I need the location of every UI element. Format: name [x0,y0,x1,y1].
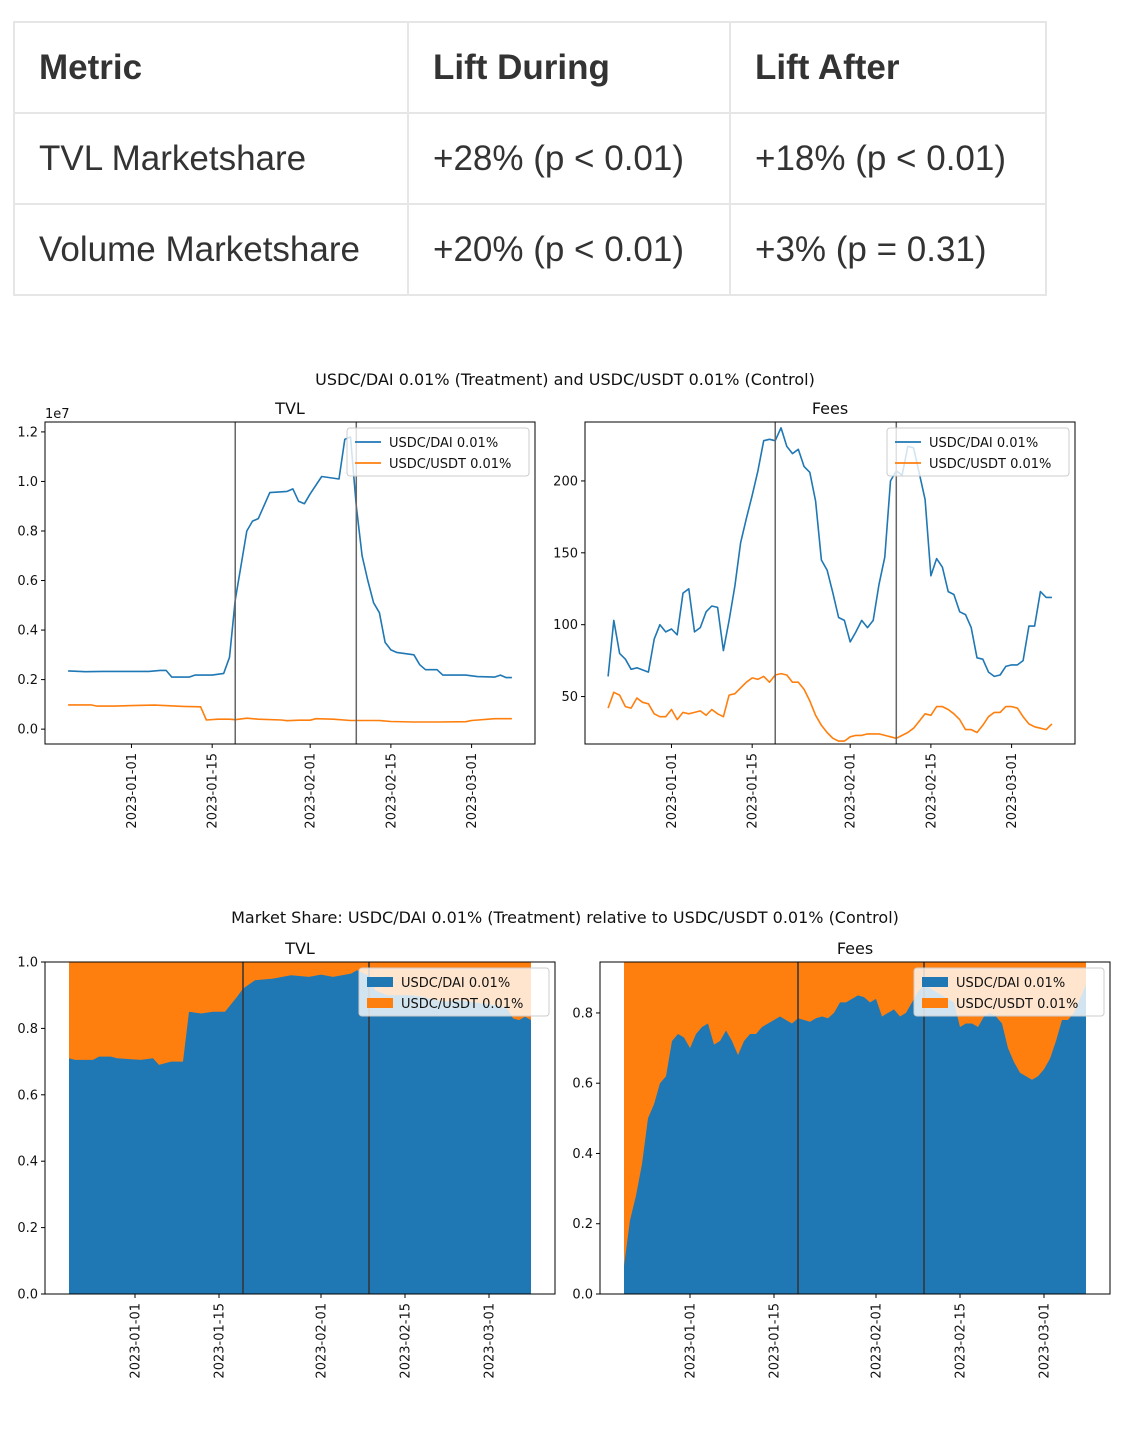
y-tick-label: 0.0 [17,1288,38,1303]
plot-area [624,962,1086,1294]
axes-frame [44,961,556,1295]
table-cell: +20% (p < 0.01) [407,203,731,296]
legend-label: USDC/USDT 0.01% [401,997,523,1012]
x-tick-label: 2023-02-15 [954,1303,969,1379]
y-tick-label: 0.4 [17,1155,38,1170]
table-header-row: Metric Lift During Lift After [13,21,1047,114]
metrics-table: Metric Lift During Lift After TVL Market… [13,21,1047,296]
y-offset-label: 1e7 [45,407,70,422]
header-metric: Metric [13,21,409,114]
y-tick-label: 0.2 [17,1221,38,1236]
axes-frame [599,961,1111,1295]
x-tick-label: 2023-02-01 [315,1303,330,1379]
legend-label: USDC/USDT 0.01% [389,457,511,472]
x-tick-label: 2023-01-15 [768,1303,783,1379]
y-tick-label: 0.4 [17,624,38,639]
y-tick-label: 0.6 [17,1088,38,1103]
x-tick-label: 2023-03-01 [465,753,480,829]
table-row: TVL Marketshare +28% (p < 0.01) +18% (p … [13,112,1047,205]
legend-box [886,427,1070,477]
table-cell: Volume Marketshare [13,203,409,296]
chart-title: Fees [837,939,873,958]
y-tick-label: 0.6 [572,1077,593,1092]
y-tick-label: 0.2 [572,1217,593,1232]
y-tick-label: 1.0 [17,475,38,490]
chart-title: TVL [274,399,305,418]
legend-label: USDC/USDT 0.01% [929,457,1051,472]
y-tick-label: 0.0 [17,723,38,738]
y-tick-label: 150 [553,546,578,561]
y-tick-label: 0.8 [17,1022,38,1037]
y-tick-label: 0.6 [17,574,38,589]
legend-box [913,967,1105,1017]
x-tick-label: 2023-01-01 [129,1303,144,1379]
x-tick-label: 2023-01-15 [746,753,761,829]
chart-2: Fees 50 100 150 200 2023-01-01 2023-01-15 2023-… [553,399,1076,829]
axes-frame [584,421,1076,745]
area-series-dai [69,970,531,1294]
y-tick-label: 1.0 [17,956,38,971]
x-tick-label: 2023-03-01 [1005,753,1020,829]
figure2-title: Market Share: USDC/DAI 0.01% (Treatment)… [231,908,899,927]
x-tick-label: 2023-03-01 [483,1303,498,1379]
legend-label: USDC/DAI 0.01% [956,976,1065,991]
chart-title: Fees [812,399,848,418]
x-tick-label: 2023-02-15 [399,1303,414,1379]
x-tick-label: 2023-01-01 [665,753,680,829]
figure1-title: USDC/DAI 0.01% (Treatment) and USDC/USDT… [315,370,815,389]
legend-swatch [367,977,393,987]
y-tick-label: 0.0 [572,1288,593,1303]
chart-3: TVL 0.0 0.2 0.4 0.6 0.8 1.0 2023-01-01 2023-01-1… [17,939,556,1379]
x-tick-label: 2023-02-01 [870,1303,885,1379]
x-tick-label: 2023-01-15 [213,1303,228,1379]
y-tick-label: 100 [553,618,578,633]
y-tick-label: 0.8 [17,524,38,539]
plot-area [68,436,512,723]
x-tick-label: 2023-02-15 [384,753,399,829]
table-cell: +3% (p = 0.31) [729,203,1047,296]
x-tick-label: 2023-02-15 [924,753,939,829]
legend-swatch [367,998,393,1008]
legend-swatch [922,977,948,987]
line-series-usdt [68,704,512,723]
header-lift-during: Lift During [407,21,731,114]
line-series-dai [607,427,1052,678]
header-lift-after: Lift After [729,21,1047,114]
table-cell: +28% (p < 0.01) [407,112,731,205]
table-cell: +18% (p < 0.01) [729,112,1047,205]
x-tick-label: 2023-01-01 [125,753,140,829]
axes-frame [44,421,536,745]
legend-box [346,427,530,477]
line-series-usdt [607,672,1053,742]
area-series-dai [624,984,1086,1294]
legend-swatch [922,998,948,1008]
legend-label: USDC/DAI 0.01% [389,436,498,451]
x-tick-label: 2023-02-01 [844,753,859,829]
y-tick-label: 50 [561,690,578,705]
x-tick-label: 2023-03-01 [1038,1303,1053,1379]
y-tick-label: 200 [553,474,578,489]
plot-area [607,427,1053,742]
x-tick-label: 2023-02-01 [304,753,319,829]
chart-1: TVL 1e7 0.0 0.2 0.4 0.6 0.8 1.0 1.2 2023-01-01 202… [17,399,536,829]
line-series-dai [68,436,512,679]
x-tick-label: 2023-01-15 [206,753,221,829]
x-tick-label: 2023-01-01 [684,1303,699,1379]
y-tick-label: 0.2 [17,673,38,688]
table-cell: TVL Marketshare [13,112,409,205]
legend-label: USDC/DAI 0.01% [929,436,1038,451]
legend-label: USDC/DAI 0.01% [401,976,510,991]
y-tick-label: 1.2 [17,425,38,440]
table-row: Volume Marketshare +20% (p < 0.01) +3% (… [13,203,1047,296]
legend-label: USDC/USDT 0.01% [956,997,1078,1012]
y-tick-label: 0.4 [572,1147,593,1162]
chart-4: Fees 0.0 0.2 0.4 0.6 0.8 2023-01-01 2023-01-15 2… [572,939,1111,1379]
legend-box [358,967,550,1017]
y-tick-label: 0.8 [572,1006,593,1021]
plot-area [69,962,531,1294]
chart-title: TVL [284,939,315,958]
